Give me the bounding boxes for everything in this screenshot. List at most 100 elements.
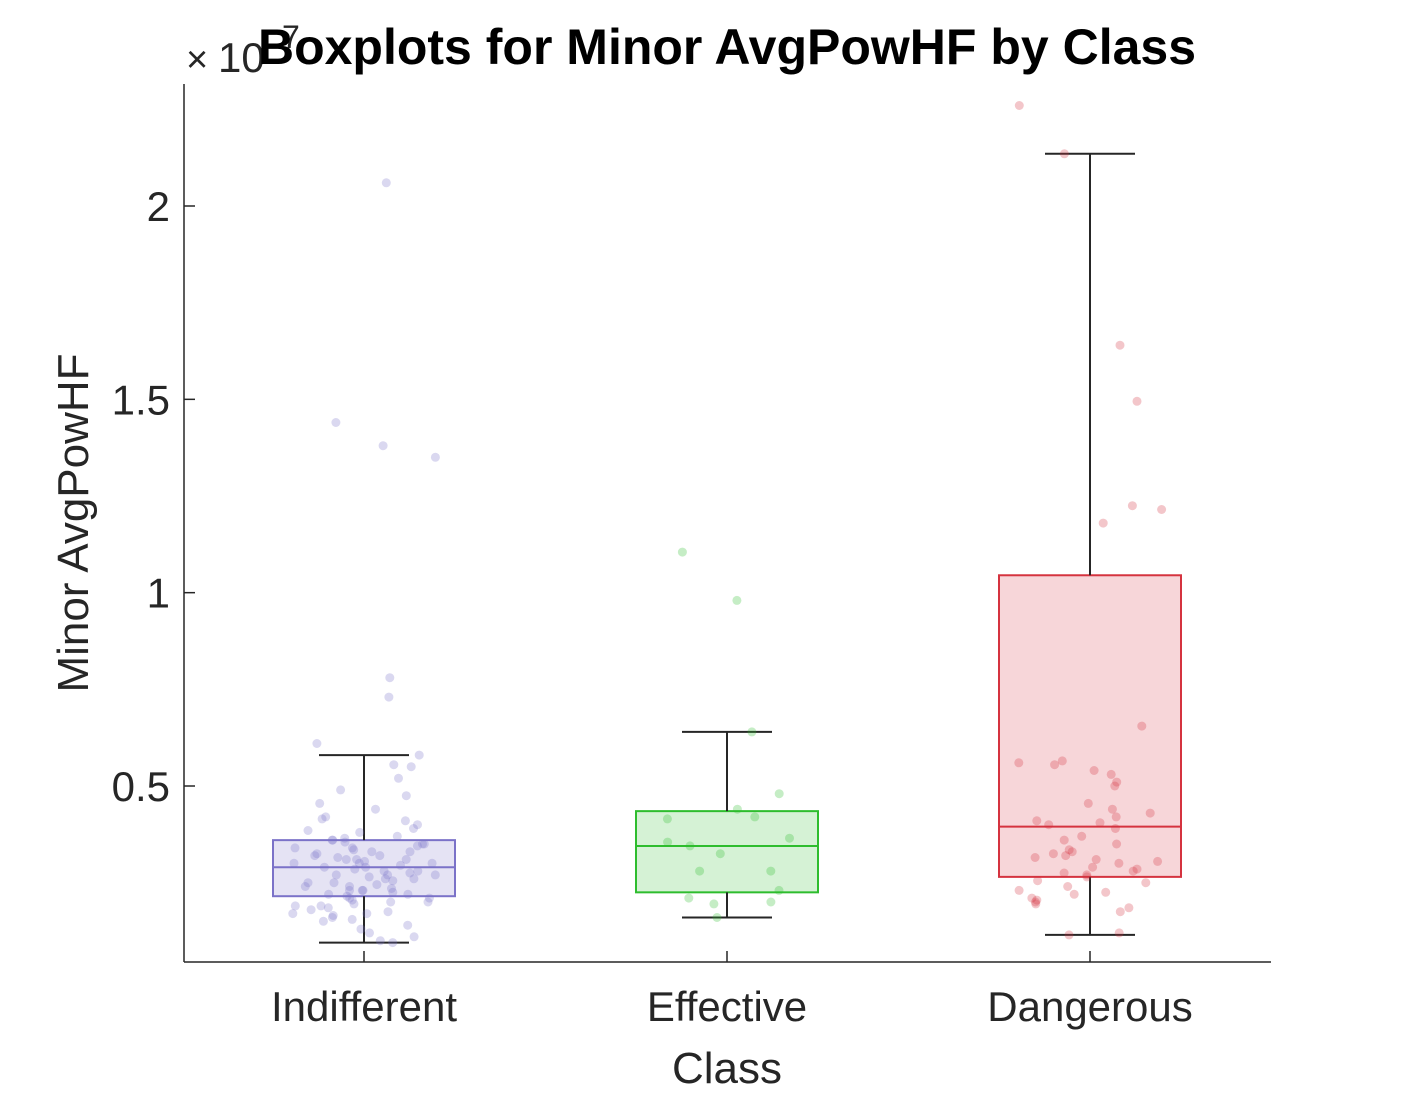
data-point (418, 839, 427, 849)
data-point (1044, 820, 1054, 830)
data-point (345, 882, 354, 891)
data-point (412, 841, 422, 851)
data-point (427, 858, 437, 868)
data-point (357, 885, 367, 895)
data-point (405, 847, 415, 857)
data-point (303, 878, 313, 888)
data-point (1057, 756, 1067, 766)
data-point (423, 897, 433, 907)
y-tick-label: 0.5 (112, 763, 170, 810)
x-tick-label: Indifferent (271, 983, 457, 1030)
data-point (709, 899, 719, 909)
data-point (336, 785, 346, 795)
data-point (684, 893, 694, 903)
data-point (365, 928, 374, 938)
data-point (324, 889, 334, 899)
data-point (340, 837, 350, 847)
data-point (1089, 766, 1099, 775)
data-point (356, 924, 366, 934)
data-point (394, 773, 403, 783)
data-point (685, 841, 695, 851)
data-point (318, 916, 328, 926)
data-point (1032, 816, 1042, 826)
data-point (1107, 804, 1117, 814)
data-point (1061, 851, 1071, 861)
data-point (1014, 758, 1024, 768)
box-group-indifferent (272, 178, 456, 948)
data-point (372, 880, 382, 890)
data-point (662, 814, 672, 824)
exponent-power: 7 (282, 19, 300, 55)
data-point (409, 874, 419, 884)
data-point (732, 595, 742, 605)
data-point (1157, 505, 1167, 514)
data-point (413, 820, 422, 830)
data-point (378, 441, 388, 451)
data-point (1098, 518, 1108, 528)
data-point (288, 909, 298, 919)
data-point (1064, 845, 1074, 855)
data-point (1095, 818, 1105, 828)
data-point (289, 858, 299, 868)
data-point (316, 901, 326, 911)
exponent-label: × 10 7 (186, 19, 300, 81)
data-point (349, 899, 359, 909)
data-point (1091, 855, 1101, 864)
data-point (1112, 839, 1122, 849)
data-point (403, 889, 413, 899)
data-point (1059, 835, 1069, 845)
data-point (1059, 868, 1069, 878)
data-point (747, 727, 757, 737)
data-point (401, 791, 411, 801)
data-point (327, 913, 337, 922)
data-point (1031, 897, 1040, 907)
data-point (413, 866, 423, 876)
data-point (290, 901, 300, 911)
data-point (371, 804, 380, 814)
data-point (341, 855, 351, 864)
data-point (342, 891, 352, 901)
y-ticks: 0.5 1 1.5 2 (112, 183, 195, 810)
data-point (392, 831, 402, 841)
box-group-effective (635, 547, 819, 922)
data-point (367, 847, 377, 857)
data-point (766, 897, 776, 907)
data-point (375, 936, 385, 946)
data-point (419, 839, 429, 849)
data-point (1082, 870, 1092, 880)
data-point (1115, 340, 1125, 350)
data-point (354, 858, 364, 868)
box-group-dangerous (998, 101, 1182, 940)
data-point (381, 178, 391, 188)
chart-title: Boxplots for Minor AvgPowHF by Class (258, 19, 1196, 75)
data-point (355, 827, 365, 837)
data-point (1088, 862, 1098, 872)
data-point (1127, 501, 1137, 511)
data-point (362, 909, 372, 919)
data-point (1132, 864, 1142, 874)
data-point (303, 826, 313, 835)
data-point (1050, 760, 1060, 770)
data-point (1014, 101, 1024, 110)
data-point (400, 816, 410, 826)
data-point (388, 876, 398, 886)
data-point (1032, 895, 1042, 905)
data-point (360, 856, 370, 866)
data-point (321, 812, 331, 822)
y-tick-label: 1.5 (112, 376, 170, 423)
data-point (328, 911, 338, 920)
data-point (333, 853, 343, 862)
data-point (331, 418, 341, 427)
data-point (319, 862, 329, 872)
data-point (327, 835, 337, 845)
x-axis-label: Class (672, 1044, 782, 1093)
data-point (1106, 769, 1116, 779)
data-point (1114, 928, 1124, 938)
y-tick-label: 2 (147, 183, 170, 230)
x-tick-label: Effective (647, 983, 807, 1030)
data-point (1153, 856, 1163, 866)
data-point (379, 866, 389, 876)
y-tick-label: 1 (147, 570, 170, 617)
data-point (695, 866, 705, 876)
